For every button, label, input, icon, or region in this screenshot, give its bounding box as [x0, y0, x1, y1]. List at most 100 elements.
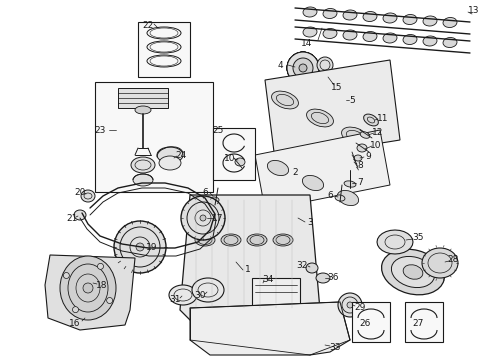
Text: 15: 15 [331, 82, 343, 91]
Text: 29: 29 [354, 302, 366, 311]
Text: 34: 34 [262, 275, 274, 284]
Text: 19: 19 [146, 243, 158, 252]
Ellipse shape [343, 30, 357, 40]
Ellipse shape [273, 234, 293, 246]
Text: 24: 24 [175, 150, 187, 159]
Ellipse shape [287, 52, 319, 84]
Ellipse shape [340, 96, 350, 104]
Ellipse shape [323, 9, 337, 18]
Text: 5: 5 [349, 95, 355, 104]
Text: 25: 25 [212, 126, 224, 135]
Ellipse shape [114, 221, 166, 273]
Ellipse shape [287, 52, 319, 84]
Ellipse shape [343, 10, 357, 20]
Ellipse shape [287, 52, 319, 84]
Ellipse shape [344, 181, 356, 187]
Ellipse shape [131, 157, 155, 173]
Text: 35: 35 [412, 234, 424, 243]
Text: 7: 7 [357, 177, 363, 186]
Ellipse shape [316, 273, 330, 283]
Ellipse shape [83, 283, 93, 293]
Ellipse shape [403, 35, 417, 45]
Text: 36: 36 [327, 274, 339, 283]
Ellipse shape [73, 307, 78, 312]
Ellipse shape [74, 210, 86, 220]
Ellipse shape [235, 158, 245, 166]
Bar [138, 22, 190, 77]
Ellipse shape [287, 52, 319, 84]
Ellipse shape [422, 248, 458, 278]
Ellipse shape [200, 215, 206, 221]
Ellipse shape [299, 64, 307, 72]
Ellipse shape [98, 264, 103, 269]
Ellipse shape [383, 33, 397, 43]
Ellipse shape [81, 190, 95, 202]
Ellipse shape [382, 249, 444, 295]
Ellipse shape [209, 197, 219, 203]
Ellipse shape [364, 114, 378, 126]
Polygon shape [377, 230, 413, 254]
Text: 9: 9 [365, 152, 371, 161]
Ellipse shape [392, 256, 435, 288]
Ellipse shape [423, 16, 437, 26]
Ellipse shape [181, 196, 225, 240]
Text: 16: 16 [69, 319, 81, 328]
Polygon shape [265, 60, 400, 160]
Text: 28: 28 [447, 256, 459, 265]
Ellipse shape [195, 234, 215, 246]
Text: 26: 26 [359, 320, 371, 328]
Bar [252, 278, 300, 308]
Text: 32: 32 [296, 261, 308, 270]
Text: 8: 8 [357, 161, 363, 170]
Ellipse shape [192, 278, 224, 302]
Ellipse shape [169, 285, 197, 305]
Ellipse shape [287, 52, 319, 84]
Ellipse shape [287, 52, 319, 84]
Text: 2: 2 [292, 167, 298, 176]
Ellipse shape [157, 147, 183, 163]
Ellipse shape [287, 52, 319, 84]
Ellipse shape [287, 52, 319, 84]
Ellipse shape [357, 144, 367, 152]
Ellipse shape [347, 302, 353, 308]
Text: 3: 3 [307, 217, 313, 226]
Polygon shape [180, 195, 320, 325]
Text: 6: 6 [202, 188, 208, 197]
Ellipse shape [342, 127, 368, 145]
Ellipse shape [287, 52, 319, 84]
Ellipse shape [136, 243, 144, 251]
Ellipse shape [293, 58, 313, 78]
Text: 22: 22 [143, 21, 154, 30]
Text: 21: 21 [66, 213, 78, 222]
Ellipse shape [403, 14, 417, 24]
Text: 31: 31 [169, 296, 181, 305]
Text: 20: 20 [74, 188, 86, 197]
Ellipse shape [363, 12, 377, 22]
Text: 30: 30 [194, 291, 206, 300]
Ellipse shape [307, 109, 333, 127]
Text: 17: 17 [212, 213, 224, 222]
Ellipse shape [302, 175, 323, 190]
Ellipse shape [383, 13, 397, 23]
Polygon shape [190, 302, 350, 355]
Ellipse shape [363, 31, 377, 41]
Ellipse shape [287, 52, 319, 84]
Polygon shape [45, 255, 135, 330]
Ellipse shape [317, 57, 333, 73]
Bar [95, 82, 213, 192]
Ellipse shape [287, 52, 319, 84]
Ellipse shape [338, 190, 359, 206]
Text: 27: 27 [412, 320, 424, 328]
Text: 14: 14 [301, 39, 313, 48]
Text: 1: 1 [245, 266, 251, 275]
Text: 10: 10 [224, 153, 236, 162]
Ellipse shape [303, 7, 317, 17]
Text: 11: 11 [377, 113, 389, 122]
Ellipse shape [287, 52, 319, 84]
Ellipse shape [403, 265, 423, 279]
Ellipse shape [443, 37, 457, 48]
Ellipse shape [268, 161, 289, 176]
Bar [213, 128, 255, 180]
Ellipse shape [60, 256, 116, 320]
Ellipse shape [423, 36, 437, 46]
